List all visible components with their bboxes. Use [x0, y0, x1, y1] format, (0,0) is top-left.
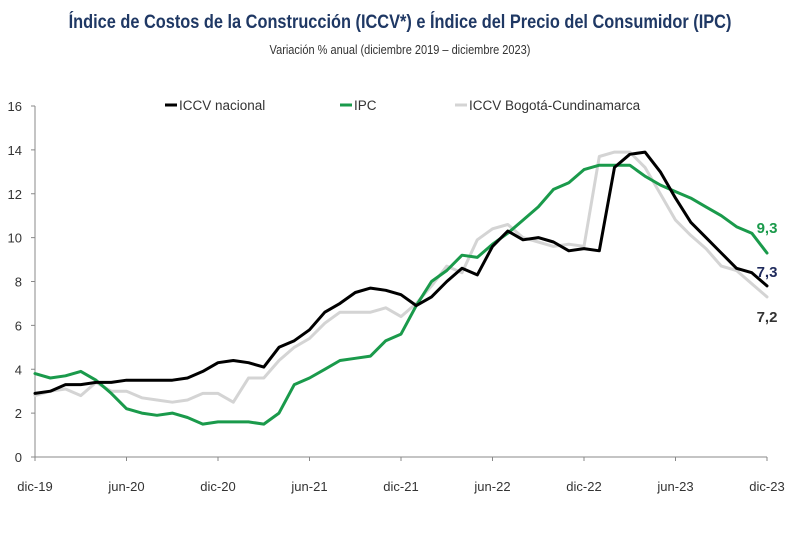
x-tick-label: jun-21 [290, 479, 327, 494]
x-tick-label: dic-22 [566, 479, 601, 494]
x-tick-label: dic-23 [749, 479, 784, 494]
y-tick-label: 12 [8, 187, 22, 202]
series-line-0 [33, 150, 769, 395]
x-tick-label: jun-20 [107, 479, 144, 494]
x-tick-label: jun-22 [473, 479, 510, 494]
y-tick-label: 0 [15, 450, 22, 465]
legend-label: IPC [354, 98, 377, 113]
y-tick-label: 2 [15, 406, 22, 421]
end-value-label: 9,3 [757, 220, 778, 237]
chart-title: Índice de Costos de la Construcción (ICC… [68, 12, 732, 33]
y-tick-label: 10 [8, 231, 22, 246]
x-tick-label: dic-21 [383, 479, 418, 494]
y-tick-label: 14 [8, 143, 22, 158]
y-tick-label: 4 [15, 362, 22, 377]
y-tick-label: 8 [15, 275, 22, 290]
legend-label: ICCV Bogotá-Cundinamarca [469, 98, 641, 113]
series-line-2 [33, 150, 769, 404]
series-line-1 [33, 163, 769, 426]
legend-label: ICCV nacional [179, 98, 265, 113]
x-tick-label: dic-20 [200, 479, 235, 494]
end-value-label: 7,3 [757, 264, 778, 281]
y-tick-label: 6 [15, 318, 22, 333]
x-tick-label: jun-23 [656, 479, 693, 494]
chart-subtitle: Variación % anual (diciembre 2019 – dici… [269, 43, 531, 57]
y-tick-label: 16 [8, 99, 22, 114]
x-tick-label: dic-19 [17, 479, 52, 494]
end-value-label: 7,2 [757, 309, 778, 326]
